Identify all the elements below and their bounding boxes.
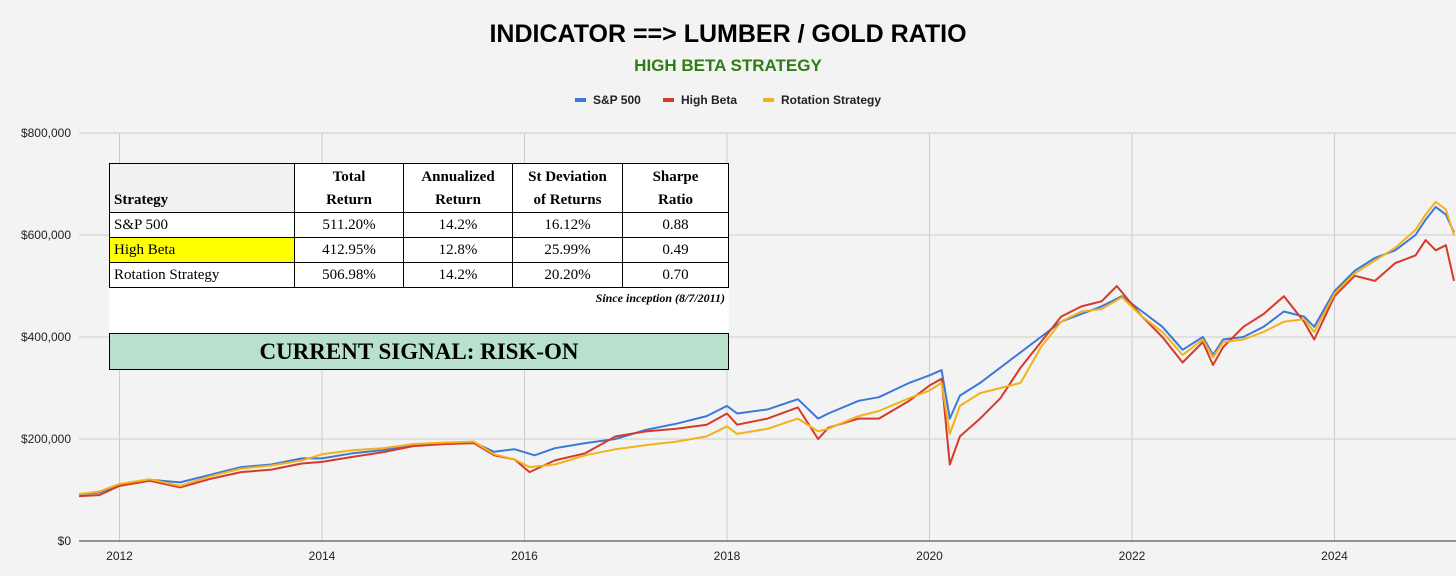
chart-title: INDICATOR ==> LUMBER / GOLD RATIO (489, 20, 966, 48)
y-tick-label: $800,000 (21, 126, 71, 140)
table-header-row: Strategy Total Return Annualized Return St… (109, 163, 729, 213)
plot-area (78, 200, 1455, 498)
st-deviation-cell: 20.20% (512, 262, 623, 288)
header-strategy: Strategy (109, 163, 295, 213)
series-line-high-beta (78, 239, 1455, 498)
legend-label: Rotation Strategy (781, 93, 881, 107)
header-sharpe-ratio: Sharpe Ratio (622, 163, 729, 213)
y-tick-label: $200,000 (21, 432, 71, 446)
since-inception-note: Since inception (8/7/2011) (109, 288, 729, 314)
annualized-return-cell: 14.2% (403, 212, 513, 238)
x-tick-label: 2016 (511, 549, 538, 563)
y-tick-label: $0 (58, 534, 72, 548)
annualized-return-cell: 14.2% (403, 262, 513, 288)
x-tick-label: 2012 (106, 549, 133, 563)
y-tick-label: $400,000 (21, 330, 71, 344)
table-row: High Beta 412.95% 12.8% 25.99% 0.49 (109, 237, 729, 263)
st-deviation-cell: 16.12% (512, 212, 623, 238)
legend-label: High Beta (681, 93, 737, 107)
header-total-return: Total Return (294, 163, 404, 213)
total-return-cell: 511.20% (294, 212, 404, 238)
st-deviation-cell: 25.99% (512, 237, 623, 263)
spacer (109, 314, 729, 333)
total-return-cell: 412.95% (294, 237, 404, 263)
table-row: Rotation Strategy 506.98% 14.2% 20.20% 0… (109, 262, 729, 288)
strategy-cell: S&P 500 (109, 212, 295, 238)
performance-summary: Strategy Total Return Annualized Return St… (109, 163, 729, 370)
header-st-deviation: St Deviation of Returns (512, 163, 623, 213)
x-tick-label: 2024 (1321, 549, 1348, 563)
performance-table: Strategy Total Return Annualized Return St… (109, 163, 729, 288)
current-signal-banner: CURRENT SIGNAL: RISK-ON (109, 333, 729, 370)
y-tick-label: $600,000 (21, 228, 71, 242)
x-axis: 2012 2014 2016 2018 2020 2022 2024 (106, 549, 1348, 563)
legend-label: S&P 500 (593, 93, 641, 107)
chart-subtitle: HIGH BETA STRATEGY (634, 56, 822, 75)
sharpe-ratio-cell: 0.49 (622, 237, 729, 263)
chart-grid (79, 132, 1456, 542)
sharpe-ratio-cell: 0.88 (622, 212, 729, 238)
header-annualized-return: Annualized Return (403, 163, 513, 213)
chart-legend: S&P 500 High Beta Rotation Strategy (575, 93, 881, 107)
table-row: S&P 500 511.20% 14.2% 16.12% 0.88 (109, 212, 729, 238)
x-tick-label: 2018 (714, 549, 741, 563)
y-axis: $0 $200,000 $400,000 $600,000 $800,000 (21, 126, 71, 548)
total-return-cell: 506.98% (294, 262, 404, 288)
strategy-cell: Rotation Strategy (109, 262, 295, 288)
x-tick-label: 2020 (916, 549, 943, 563)
annualized-return-cell: 12.8% (403, 237, 513, 263)
x-tick-label: 2014 (309, 549, 336, 563)
series-line-s-p-500 (78, 205, 1455, 496)
sharpe-ratio-cell: 0.70 (622, 262, 729, 288)
strategy-cell-highlighted: High Beta (109, 237, 295, 263)
series-line-rotation-strategy (78, 200, 1455, 496)
x-tick-label: 2022 (1119, 549, 1146, 563)
